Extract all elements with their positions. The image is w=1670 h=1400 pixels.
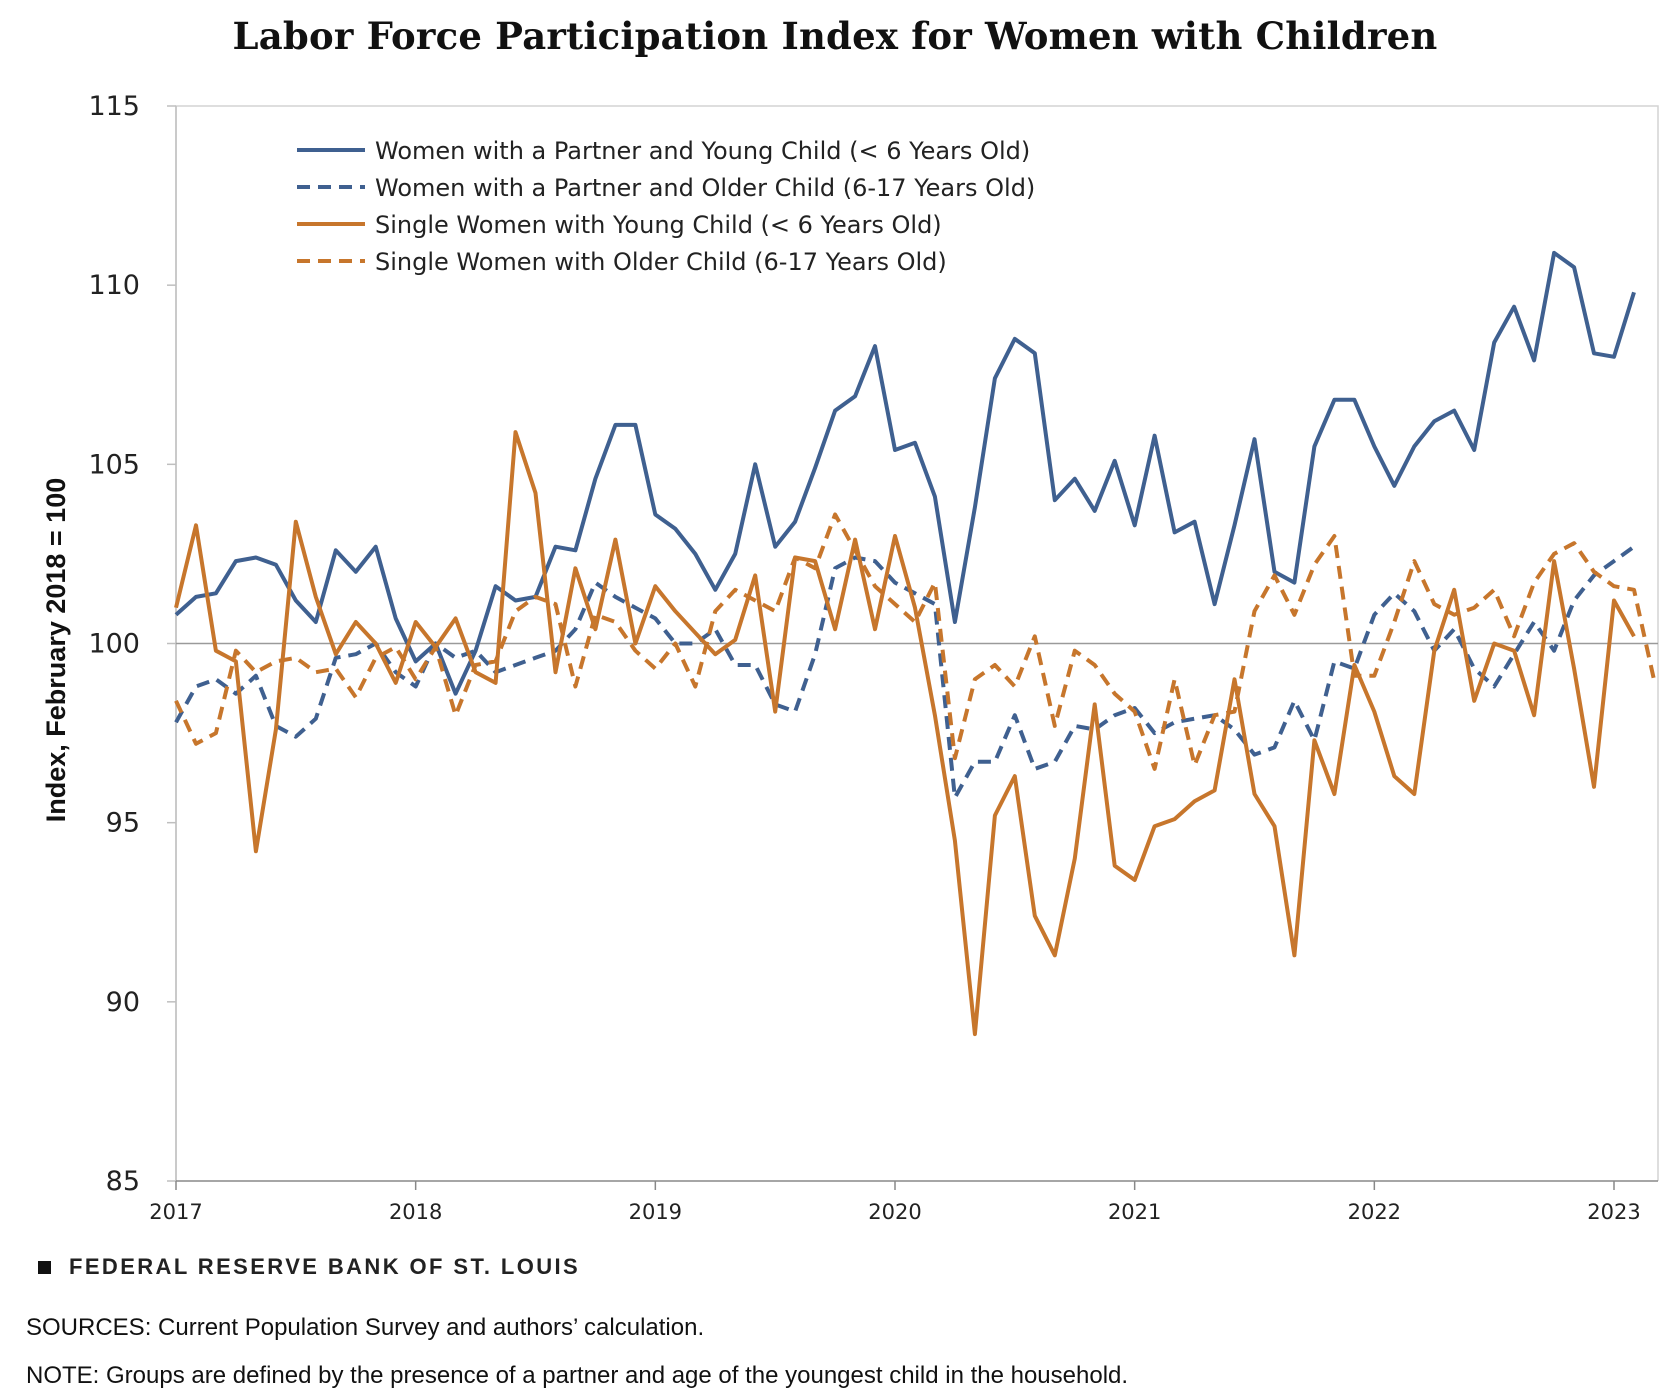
brand-mark: FEDERAL RESERVE BANK OF ST. LOUIS xyxy=(38,1254,580,1280)
series-lines xyxy=(174,250,1656,1037)
y-axis-label: Index, February 2018 = 100 xyxy=(41,478,71,822)
x-tick-label: 2017 xyxy=(149,1200,202,1224)
chart-title: Labor Force Participation Index for Wome… xyxy=(232,14,1438,58)
brand-square-icon xyxy=(38,1260,51,1274)
legend-label: Single Women with Young Child (< 6 Years… xyxy=(375,211,942,239)
x-tick-label: 2021 xyxy=(1108,1200,1161,1224)
series-line-1 xyxy=(174,250,1636,696)
legend-label: Single Women with Older Child (6-17 Year… xyxy=(375,248,947,276)
series-line-2 xyxy=(174,545,1636,800)
series-line-3 xyxy=(174,430,1636,1037)
x-tick-label: 2023 xyxy=(1587,1200,1640,1224)
y-tick-label: 95 xyxy=(106,808,140,839)
y-tick-label: 85 xyxy=(106,1166,140,1197)
y-tick-label: 110 xyxy=(88,270,140,301)
axes: 85 90 95 100 105 110 115 2017 2018 2019 2020 2021 20… xyxy=(88,91,1659,1224)
groups-note: NOTE: Groups are defined by the presence… xyxy=(26,1362,1129,1389)
legend: Women with a Partner and Young Child (< … xyxy=(297,137,1035,276)
y-tick-label: 115 xyxy=(88,91,140,122)
legend-label: Women with a Partner and Older Child (6-… xyxy=(375,174,1035,202)
series-line-4 xyxy=(174,512,1656,771)
y-tick-label: 90 xyxy=(106,987,140,1018)
x-tick-label: 2020 xyxy=(868,1200,921,1224)
x-tick-label: 2022 xyxy=(1348,1200,1401,1224)
x-tick-label: 2019 xyxy=(629,1200,682,1224)
line-chart: 85 90 95 100 105 110 115 2017 2018 2019 2020 2021 20… xyxy=(41,91,1659,1224)
y-tick-label: 100 xyxy=(88,629,140,660)
y-tick-label: 105 xyxy=(88,449,140,480)
x-tick-label: 2018 xyxy=(389,1200,442,1224)
brand-text: FEDERAL RESERVE BANK OF ST. LOUIS xyxy=(69,1254,581,1279)
legend-label: Women with a Partner and Young Child (< … xyxy=(375,137,1030,165)
sources-note: SOURCES: Current Population Survey and a… xyxy=(26,1314,705,1341)
